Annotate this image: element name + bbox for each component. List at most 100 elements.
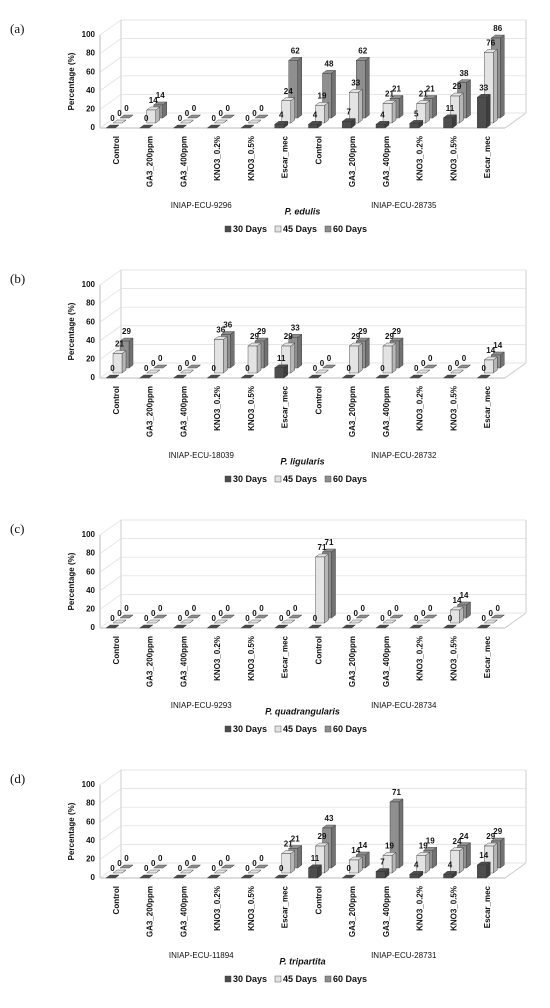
value-label: 0 [347, 864, 352, 873]
bar-side [493, 842, 498, 874]
bar-top [288, 614, 303, 619]
value-label: 0 [245, 864, 250, 873]
x-tick-label: KNO3_0.2% [213, 386, 222, 431]
x-tick-label: KNO3_0.5% [449, 136, 458, 181]
value-label: 0 [185, 609, 190, 618]
x-tick-label: Escar_mec [281, 385, 290, 428]
x-tick-label: KNO3_0.5% [449, 386, 458, 431]
x-tick-label: GA3_200ppm [348, 386, 357, 437]
bar-top [172, 624, 188, 629]
value-label: 0 [354, 609, 359, 618]
value-label: 0 [158, 354, 163, 363]
legend-swatch [274, 225, 282, 233]
x-tick-label: Escar_mec [281, 885, 290, 928]
bar [409, 123, 419, 129]
value-label: 0 [117, 859, 122, 868]
bar-side [391, 100, 397, 124]
x-tick-label: GA3_200ppm [348, 136, 357, 187]
bar-top [153, 614, 168, 619]
value-label: 0 [245, 614, 250, 623]
bar-top [179, 619, 195, 624]
group-label: INIAP-ECU-28731 [371, 951, 437, 960]
value-label: 0 [219, 609, 224, 618]
bar-side [500, 837, 505, 869]
legend-label: 45 Days [283, 974, 317, 984]
value-label: 0 [496, 604, 501, 613]
value-label: 0 [151, 609, 156, 618]
bar-top [254, 614, 269, 619]
value-label: 0 [117, 609, 122, 618]
panel-label: (c) [10, 521, 24, 536]
y-tick-label: 60 [86, 817, 95, 826]
bar [349, 345, 359, 374]
bar-top [416, 369, 431, 374]
legend-swatch [224, 475, 232, 483]
bar [375, 871, 386, 879]
bar-top [321, 364, 337, 369]
value-label: 29 [453, 82, 462, 91]
grid-line-side [99, 844, 122, 860]
y-tick-label: 0 [91, 873, 96, 882]
bar-top [409, 374, 424, 379]
bar-top [112, 619, 127, 624]
value-label: 0 [259, 854, 264, 863]
value-label: 21 [115, 340, 124, 349]
bar [214, 339, 224, 374]
grid-line-side [99, 556, 122, 573]
value-label: 0 [414, 364, 419, 373]
bar-top [220, 864, 235, 869]
value-label: 29 [358, 327, 367, 336]
bar-side [493, 48, 498, 124]
value-label: 5 [414, 109, 419, 118]
value-label: 11 [311, 854, 320, 863]
floor-edge [504, 112, 527, 129]
value-label: 4 [279, 110, 284, 119]
bar-side [500, 34, 505, 119]
y-tick-label: 100 [82, 780, 96, 789]
bar-top [456, 364, 472, 369]
bar-top [112, 119, 127, 124]
value-label: 29 [385, 332, 394, 341]
panel-label: (b) [10, 271, 25, 286]
value-label: 14 [453, 596, 462, 605]
value-label: 0 [455, 359, 460, 368]
value-label: 71 [392, 788, 401, 797]
bar-top [112, 869, 127, 874]
bar [443, 117, 453, 129]
legend-swatch [324, 975, 332, 983]
value-label: 0 [286, 609, 291, 618]
bar-top [476, 624, 491, 629]
value-label: 0 [178, 114, 183, 123]
value-label: 14 [156, 91, 165, 100]
legend-label: 45 Days [283, 224, 317, 234]
y-tick-label: 100 [82, 530, 96, 539]
legend-swatch [274, 975, 282, 983]
bar-top [490, 614, 505, 619]
value-label: 0 [144, 614, 149, 623]
y-tick-label: 20 [86, 355, 95, 364]
value-label: 14 [479, 851, 488, 860]
value-label: 0 [158, 604, 163, 613]
y-tick-label: 80 [86, 49, 95, 58]
species-label: P. quadrangularis [265, 706, 340, 716]
value-label: 0 [327, 354, 332, 363]
legend-label: 30 Days [233, 724, 267, 734]
value-label: 14 [358, 841, 367, 850]
value-label: 0 [226, 604, 231, 613]
bar-top [389, 614, 404, 619]
floor-edge [504, 362, 527, 379]
species-label: P. ligularis [280, 456, 324, 466]
value-label: 0 [259, 104, 264, 113]
value-label: 86 [493, 24, 502, 33]
bar-top [213, 119, 228, 124]
bar-top [119, 114, 134, 119]
value-label: 0 [212, 114, 217, 123]
group-label: INIAP-ECU-9293 [171, 701, 232, 710]
bar-top [105, 124, 120, 129]
value-label: 0 [124, 854, 129, 863]
bar-side [256, 342, 262, 374]
bar-top [153, 864, 168, 869]
group-label: INIAP-ECU-11894 [169, 951, 234, 960]
value-label: 24 [460, 832, 469, 841]
x-tick-label: GA3_400ppm [382, 386, 391, 437]
